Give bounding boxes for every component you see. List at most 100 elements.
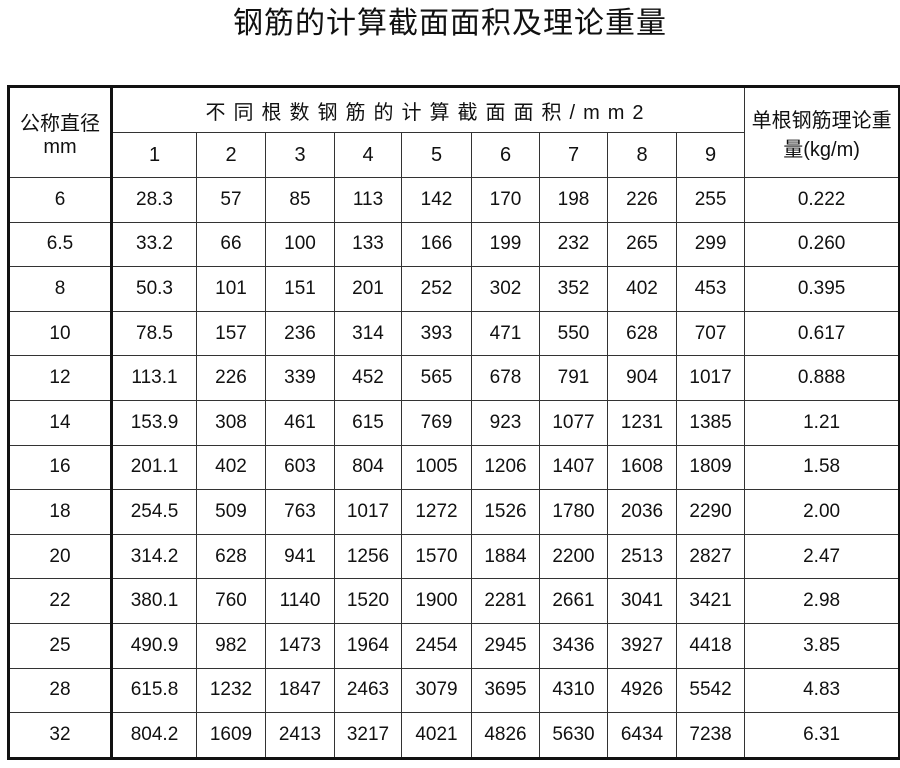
cell-area: 2413 xyxy=(265,712,335,759)
table-row: 16 201.1 402 603 804 1005 1206 1407 1608 1809 1.58 xyxy=(8,444,900,491)
cell-area: 339 xyxy=(265,355,335,401)
cell-weight: 0.222 xyxy=(744,177,900,223)
cell-diameter: 8 xyxy=(8,266,113,312)
cell-area: 471 xyxy=(471,310,540,357)
header-count-4: 4 xyxy=(334,132,402,178)
cell-area: 453 xyxy=(675,266,746,312)
table-row: 8 50.3 101 151 201 252 302 352 402 453 0.395 xyxy=(8,266,900,312)
cell-weight: 2.98 xyxy=(744,578,900,624)
table-row: 10 78.5 157 236 314 393 471 550 628 707 0.617 xyxy=(8,310,900,357)
cell-area: 252 xyxy=(401,266,472,312)
cell-area: 308 xyxy=(196,399,266,446)
cell-area: 153.9 xyxy=(111,399,197,446)
cell-area: 402 xyxy=(607,266,677,312)
cell-weight: 3.85 xyxy=(744,622,900,669)
cell-diameter: 14 xyxy=(8,399,113,446)
cell-area: 3079 xyxy=(401,667,472,714)
cell-area: 1520 xyxy=(334,578,402,624)
cell-area: 255 xyxy=(675,177,746,223)
cell-area: 1780 xyxy=(539,489,608,535)
cell-area: 151 xyxy=(265,266,335,312)
cell-area: 232 xyxy=(539,221,608,268)
cell-diameter: 10 xyxy=(8,310,113,357)
cell-area: 4926 xyxy=(607,667,677,714)
page-title: 钢筋的计算截面面积及理论重量 xyxy=(233,6,667,41)
cell-area: 302 xyxy=(471,266,540,312)
cell-area: 1884 xyxy=(471,533,540,580)
cell-area: 28.3 xyxy=(111,177,197,223)
cell-area: 3927 xyxy=(607,622,677,669)
cell-area: 603 xyxy=(265,444,335,491)
cell-area: 1385 xyxy=(675,399,746,446)
cell-area: 254.5 xyxy=(111,489,197,535)
cell-weight: 2.47 xyxy=(744,533,900,580)
cell-area: 113.1 xyxy=(111,355,197,401)
cell-area: 461 xyxy=(265,399,335,446)
cell-area: 628 xyxy=(196,533,266,580)
table-row: 6.5 33.2 66 100 133 166 199 232 265 299 0.260 xyxy=(8,221,900,268)
cell-area: 982 xyxy=(196,622,266,669)
cell-area: 199 xyxy=(471,221,540,268)
cell-area: 1964 xyxy=(334,622,402,669)
cell-area: 314 xyxy=(334,310,402,357)
cell-area: 4826 xyxy=(471,712,540,759)
cell-area: 1608 xyxy=(607,444,677,491)
cell-area: 1407 xyxy=(539,444,608,491)
cell-area: 1526 xyxy=(471,489,540,535)
cell-diameter: 6 xyxy=(8,177,113,223)
cell-area: 201.1 xyxy=(111,444,197,491)
table-row: 28 615.8 1232 1847 2463 3079 3695 4310 4926 5542 4… xyxy=(8,667,900,714)
cell-area: 3436 xyxy=(539,622,608,669)
cell-diameter: 28 xyxy=(8,667,113,714)
cell-diameter: 18 xyxy=(8,489,113,535)
cell-area: 166 xyxy=(401,221,472,268)
cell-area: 1077 xyxy=(539,399,608,446)
table-row: 25 490.9 982 1473 1964 2454 2945 3436 3927 4418 3.… xyxy=(8,622,900,669)
cell-area: 1609 xyxy=(196,712,266,759)
cell-area: 4310 xyxy=(539,667,608,714)
cell-area: 2281 xyxy=(471,578,540,624)
cell-area: 941 xyxy=(265,533,335,580)
cell-diameter: 16 xyxy=(8,444,113,491)
cell-area: 678 xyxy=(471,355,540,401)
cell-area: 3041 xyxy=(607,578,677,624)
cell-area: 628 xyxy=(607,310,677,357)
cell-area: 50.3 xyxy=(111,266,197,312)
cell-area: 33.2 xyxy=(111,221,197,268)
cell-area: 490.9 xyxy=(111,622,197,669)
header-count-9: 9 xyxy=(675,132,746,178)
cell-weight: 1.58 xyxy=(744,444,900,491)
cell-area: 1017 xyxy=(334,489,402,535)
table-row: 12 113.1 226 339 452 565 678 791 904 1017 0.888 xyxy=(8,355,900,401)
cell-area: 763 xyxy=(265,489,335,535)
cell-area: 2661 xyxy=(539,578,608,624)
cell-area: 1140 xyxy=(265,578,335,624)
cell-area: 1232 xyxy=(196,667,266,714)
cell-area: 3421 xyxy=(675,578,746,624)
cell-area: 133 xyxy=(334,221,402,268)
cell-area: 2945 xyxy=(471,622,540,669)
cell-area: 5542 xyxy=(675,667,746,714)
cell-area: 6434 xyxy=(607,712,677,759)
cell-weight: 4.83 xyxy=(744,667,900,714)
cell-weight: 1.21 xyxy=(744,399,900,446)
cell-area: 1809 xyxy=(675,444,746,491)
cell-area: 236 xyxy=(265,310,335,357)
header-area-group: 不同根数钢筋的计算截面面积/mm2 xyxy=(110,86,746,133)
cell-area: 804.2 xyxy=(111,712,197,759)
cell-area: 1900 xyxy=(401,578,472,624)
cell-area: 1256 xyxy=(334,533,402,580)
cell-area: 1473 xyxy=(265,622,335,669)
cell-area: 2827 xyxy=(675,533,746,580)
cell-area: 1570 xyxy=(401,533,472,580)
cell-diameter: 25 xyxy=(8,622,113,669)
cell-area: 2036 xyxy=(607,489,677,535)
cell-diameter: 32 xyxy=(8,712,113,759)
cell-area: 7238 xyxy=(675,712,746,759)
cell-area: 226 xyxy=(607,177,677,223)
cell-weight: 0.888 xyxy=(744,355,900,401)
cell-area: 2463 xyxy=(334,667,402,714)
cell-area: 5630 xyxy=(539,712,608,759)
cell-weight: 6.31 xyxy=(744,712,900,759)
cell-area: 791 xyxy=(539,355,608,401)
